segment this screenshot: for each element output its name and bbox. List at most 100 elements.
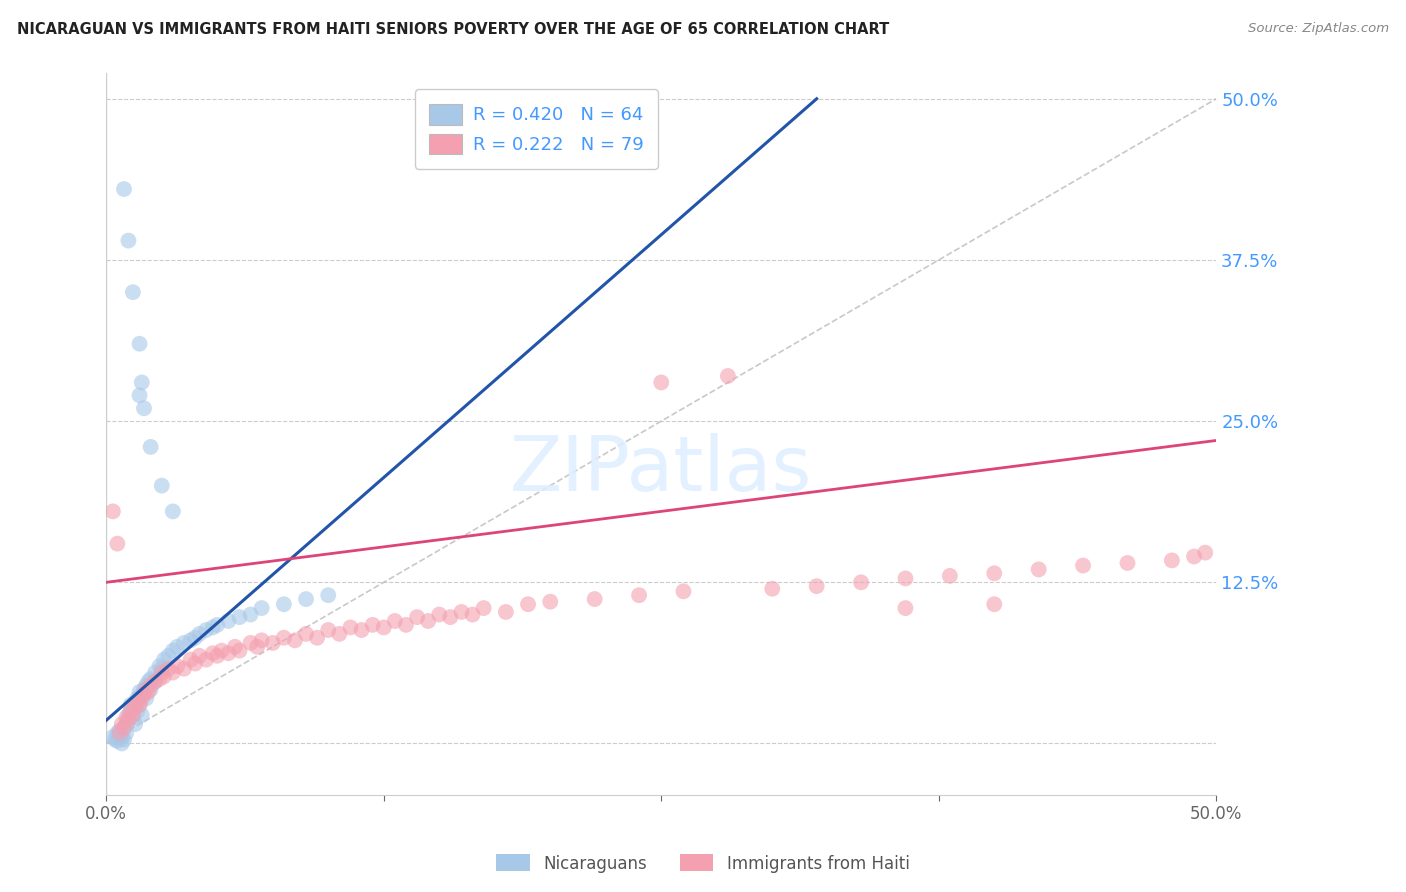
Point <box>427 607 450 622</box>
Point <box>983 566 1005 581</box>
Point <box>117 234 139 248</box>
Point <box>108 723 131 738</box>
Point <box>316 588 339 602</box>
Point <box>115 717 138 731</box>
Point <box>450 605 472 619</box>
Point <box>128 685 150 699</box>
Point <box>672 584 695 599</box>
Point <box>101 504 124 518</box>
Point <box>148 659 170 673</box>
Point <box>517 597 540 611</box>
Point <box>111 717 134 731</box>
Point <box>806 579 828 593</box>
Point <box>228 610 250 624</box>
Point <box>124 695 146 709</box>
Point <box>138 685 160 699</box>
Point <box>262 636 284 650</box>
Point <box>117 713 139 727</box>
Point <box>143 674 166 689</box>
Point <box>115 726 138 740</box>
Point <box>350 623 373 637</box>
Point <box>173 662 195 676</box>
Point <box>195 623 218 637</box>
Point <box>122 285 145 300</box>
Point <box>128 336 150 351</box>
Point <box>117 713 139 727</box>
Point <box>339 620 361 634</box>
Point <box>295 627 318 641</box>
Point <box>384 614 406 628</box>
Point <box>128 698 150 712</box>
Point <box>131 688 153 702</box>
Legend: R = 0.420   N = 64, R = 0.222   N = 79: R = 0.420 N = 64, R = 0.222 N = 79 <box>415 89 658 169</box>
Point <box>162 643 184 657</box>
Point <box>246 640 269 654</box>
Point <box>131 708 153 723</box>
Point <box>132 401 155 416</box>
Point <box>583 592 606 607</box>
Point <box>105 734 128 748</box>
Point <box>139 440 162 454</box>
Point <box>188 648 211 663</box>
Point <box>211 643 233 657</box>
Point <box>650 376 672 390</box>
Point <box>166 659 188 673</box>
Point <box>439 610 461 624</box>
Point <box>132 688 155 702</box>
Point <box>120 704 142 718</box>
Point <box>228 643 250 657</box>
Point <box>153 653 176 667</box>
Point <box>135 678 157 692</box>
Point <box>148 672 170 686</box>
Point <box>1028 562 1050 576</box>
Point <box>250 633 273 648</box>
Point <box>1182 549 1205 564</box>
Point <box>307 631 329 645</box>
Point <box>143 665 166 680</box>
Point <box>1116 556 1139 570</box>
Point <box>273 631 295 645</box>
Point <box>849 575 872 590</box>
Point <box>201 620 224 634</box>
Point <box>162 504 184 518</box>
Point <box>143 674 166 689</box>
Point <box>101 730 124 744</box>
Text: Source: ZipAtlas.com: Source: ZipAtlas.com <box>1249 22 1389 36</box>
Point <box>983 597 1005 611</box>
Point <box>188 627 211 641</box>
Point <box>117 708 139 723</box>
Point <box>122 708 145 723</box>
Point <box>495 605 517 619</box>
Point <box>153 669 176 683</box>
Point <box>939 569 962 583</box>
Point <box>150 665 173 680</box>
Point <box>361 618 384 632</box>
Point <box>894 601 917 615</box>
Point <box>538 594 561 608</box>
Point <box>127 691 149 706</box>
Point <box>166 640 188 654</box>
Point <box>135 682 157 697</box>
Point <box>120 698 142 712</box>
Point <box>295 592 318 607</box>
Point <box>122 711 145 725</box>
Point <box>180 633 202 648</box>
Point <box>184 657 207 671</box>
Point <box>250 601 273 615</box>
Point <box>406 610 429 624</box>
Point <box>128 698 150 712</box>
Point <box>139 678 162 692</box>
Point <box>139 672 162 686</box>
Point <box>150 478 173 492</box>
Point <box>894 571 917 585</box>
Point <box>173 636 195 650</box>
Point <box>195 653 218 667</box>
Point <box>157 662 180 676</box>
Point <box>131 376 153 390</box>
Point <box>138 674 160 689</box>
Point <box>150 662 173 676</box>
Point <box>328 627 350 641</box>
Point <box>112 732 135 747</box>
Point <box>127 704 149 718</box>
Point <box>108 730 131 744</box>
